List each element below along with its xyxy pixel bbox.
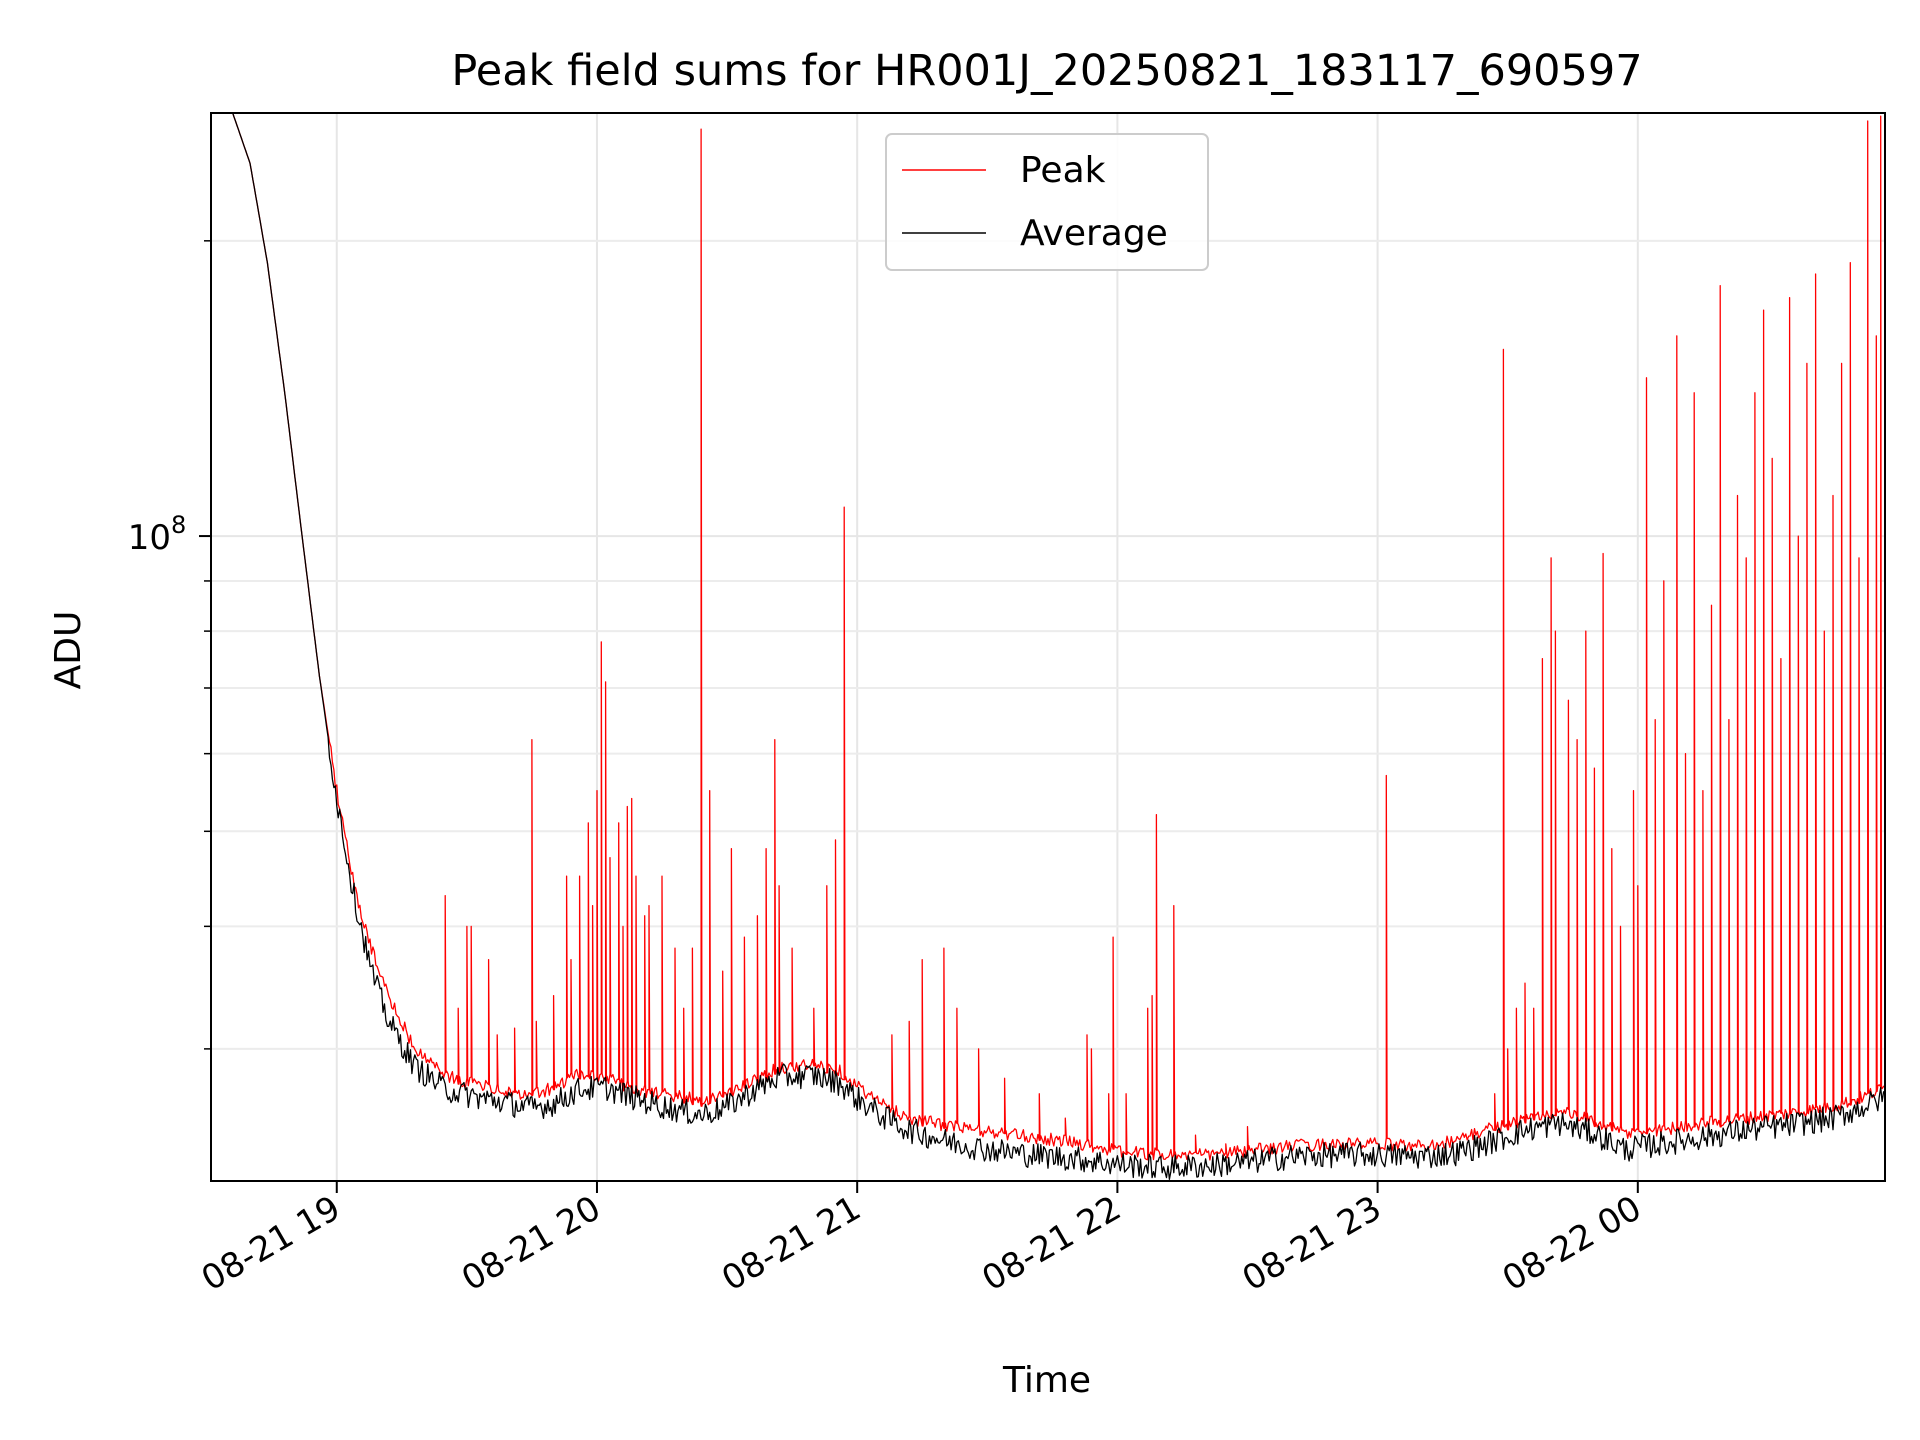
legend-box bbox=[885, 133, 1209, 271]
series-line-average bbox=[211, 113, 1885, 1180]
y-tick-label: 108 bbox=[128, 511, 187, 558]
legend-peak-label: Peak bbox=[1020, 150, 1106, 191]
series-line-peak bbox=[211, 113, 1885, 1161]
y-tick-label-base: 10 bbox=[128, 518, 171, 558]
y-axis-label: ADU bbox=[48, 611, 89, 690]
legend-average-label: Average bbox=[1020, 213, 1168, 254]
axes-frame bbox=[210, 112, 1886, 1182]
y-tick-label-exponent: 8 bbox=[171, 511, 186, 539]
x-axis-label: Time bbox=[1002, 1360, 1091, 1401]
plot-area bbox=[211, 113, 1885, 1180]
chart-title: Peak field sums for HR001J_20250821_1831… bbox=[451, 46, 1642, 96]
legend: Peak Average bbox=[885, 133, 1209, 271]
